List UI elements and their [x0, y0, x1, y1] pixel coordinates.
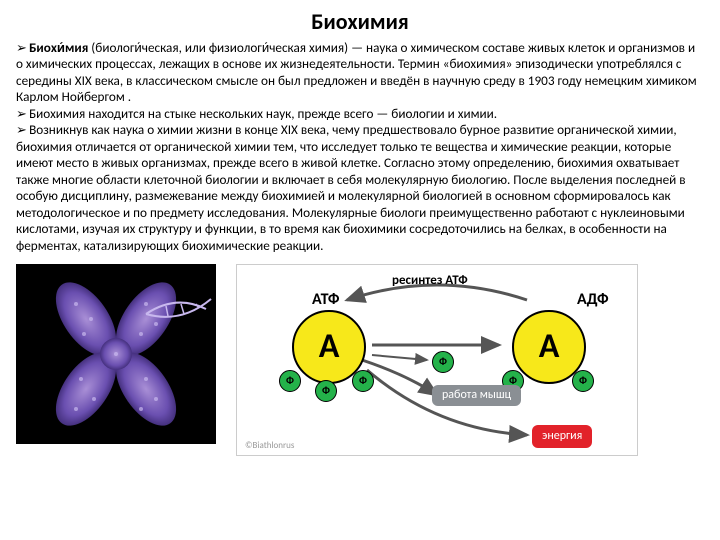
atp-a-letter: А: [319, 326, 340, 369]
energy-badge: энергия: [532, 425, 592, 448]
paragraph-1: Биохи́мия (биологи́ческая, или физиологи…: [16, 40, 704, 106]
paragraph-2: Биохимия находится на стыке нескольких н…: [16, 106, 704, 123]
para1-rest: (биологи́ческая, или физиологи́ческая хи…: [16, 39, 697, 106]
chromosome-image: [16, 264, 216, 444]
adp-label: АДФ: [577, 290, 609, 310]
atp-label: АТФ: [312, 290, 339, 310]
phosphate-icon: Ф: [315, 380, 337, 402]
bullet-icon: [16, 121, 29, 138]
paragraph-3: Возникнув как наука о химии жизни в конц…: [16, 122, 704, 254]
para1-lead: Биохи́мия: [29, 39, 88, 56]
para2-text: Биохимия находится на стыке нескольких н…: [29, 105, 497, 122]
phosphate-icon: Ф: [432, 351, 454, 373]
phosphate-icon: Ф: [279, 370, 301, 392]
credit-text: ©Biathlonrus: [245, 440, 294, 451]
resynthesis-label: ресинтез АТФ: [392, 273, 468, 289]
page-title: Биохимия: [16, 8, 704, 36]
bullet-icon: [16, 39, 29, 56]
phosphate-icon: Ф: [352, 370, 374, 392]
atp-diagram: ресинтез АТФ А АТФ Ф Ф Ф Ф А АДФ Ф Ф раб…: [236, 264, 638, 456]
image-row: ресинтез АТФ А АТФ Ф Ф Ф Ф А АДФ Ф Ф раб…: [16, 264, 704, 456]
chromosome-svg: [16, 264, 216, 444]
bullet-icon: [16, 105, 29, 122]
para3-text: Возникнув как наука о химии жизни в конц…: [16, 121, 686, 254]
work-badge: работа мышц: [432, 385, 521, 406]
adp-a-letter: А: [539, 326, 560, 369]
phosphate-icon: Ф: [572, 370, 594, 392]
